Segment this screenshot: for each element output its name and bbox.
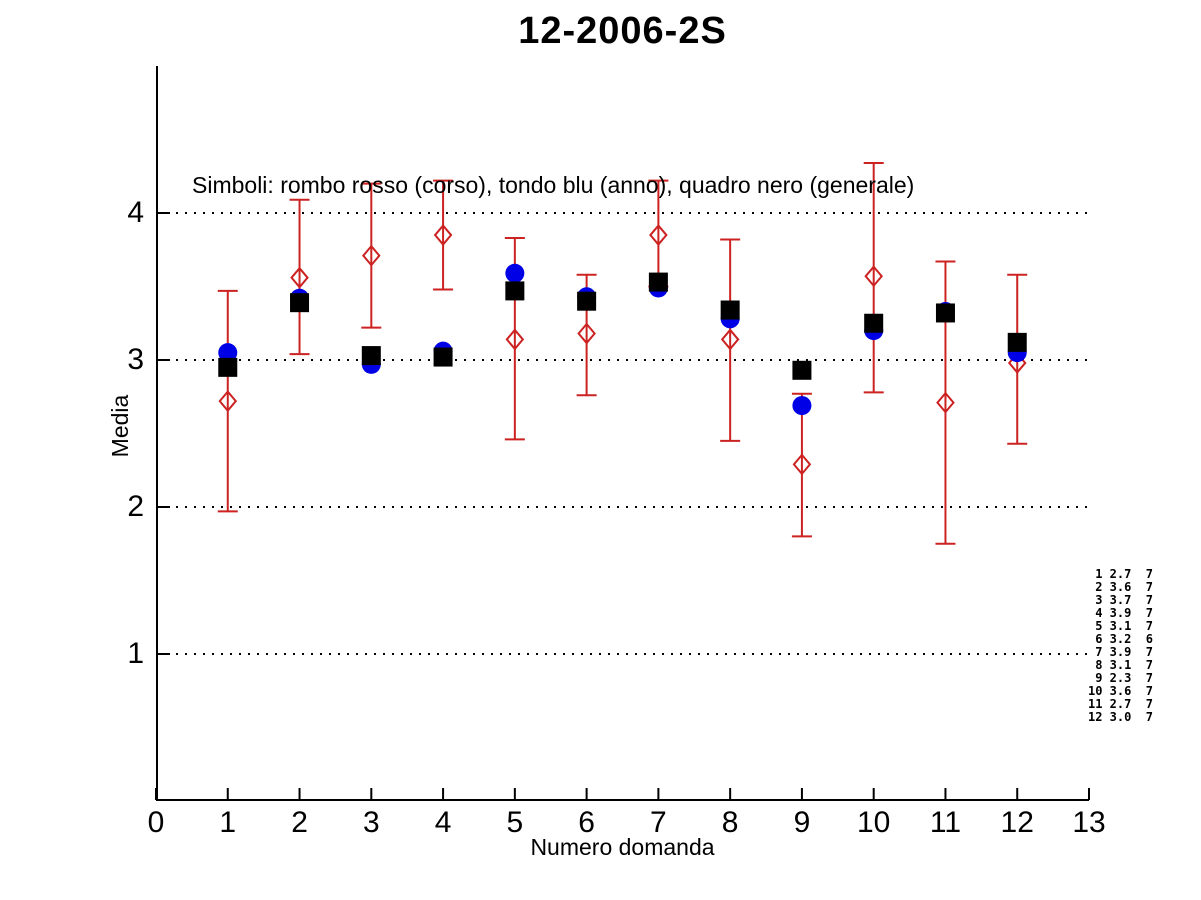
- generale-square-marker: [935, 303, 955, 323]
- chart-title: 12-2006-2S: [518, 10, 727, 52]
- anno-circle-marker: [218, 343, 238, 363]
- generale-square-marker: [218, 357, 238, 377]
- x-tick-label-5: 5: [506, 806, 524, 839]
- anno-circle-marker: [505, 263, 525, 283]
- generale-square-marker: [864, 313, 884, 333]
- x-tick-label-3: 3: [362, 806, 380, 839]
- x-tick-label-2: 2: [291, 806, 308, 839]
- x-tick-label-11: 11: [929, 806, 962, 839]
- corso-diamond-marker: [290, 266, 309, 289]
- x-tick-label-7: 7: [650, 806, 667, 839]
- generale-square-marker: [720, 300, 740, 320]
- generale-square-marker: [290, 293, 310, 313]
- x-tick-label-0: 0: [147, 806, 165, 839]
- plot-area: Simboli: rombo rosso (corso), tondo blu …: [107, 66, 1153, 860]
- x-tick-label-1: 1: [219, 806, 237, 839]
- corso-diamond-marker: [218, 390, 238, 413]
- x-tick-label-10: 10: [857, 806, 891, 839]
- y-axis-label: Media: [107, 394, 133, 458]
- y-tick-label-3: 3: [127, 343, 144, 376]
- x-tick-label-6: 6: [578, 806, 595, 839]
- symbols-legend-text: Simboli: rombo rosso (corso), tondo blu …: [192, 172, 915, 198]
- corso-diamond-marker: [792, 453, 812, 476]
- corso-diamond-marker: [433, 223, 453, 247]
- x-tick-label-13: 13: [1072, 806, 1106, 839]
- corso-diamond-marker: [362, 244, 381, 267]
- corso-diamond-marker: [505, 328, 525, 351]
- corso-diamond-marker: [936, 391, 955, 414]
- generale-square-marker: [648, 272, 668, 292]
- y-tick-label-2: 2: [127, 490, 144, 523]
- x-axis-label: Numero domanda: [530, 834, 715, 860]
- corso-diamond-marker: [649, 223, 668, 247]
- y-tick-label-1: 1: [127, 637, 144, 670]
- x-tick-label-9: 9: [793, 806, 811, 839]
- x-tick-label-8: 8: [721, 806, 739, 839]
- y-tick-label-4: 4: [127, 196, 144, 229]
- x-tick-label-4: 4: [434, 806, 452, 839]
- generale-square-marker: [577, 291, 597, 311]
- generale-square-marker: [505, 281, 525, 301]
- chart-canvas: [155, 66, 1090, 801]
- generale-square-marker: [792, 360, 812, 380]
- x-tick-label-12: 12: [1000, 806, 1034, 839]
- generale-square-marker: [361, 346, 381, 366]
- corso-diamond-marker: [864, 265, 883, 288]
- generale-square-marker: [1007, 332, 1027, 352]
- anno-circle-marker: [792, 396, 812, 416]
- corso-diamond-marker: [577, 322, 596, 345]
- generale-square-marker: [433, 347, 453, 367]
- stats-table: 1 2.7 7 2 3.6 7 3 3.7 7 4 3.9 7 5 3.1 7 …: [1088, 567, 1154, 724]
- corso-diamond-marker: [720, 328, 740, 351]
